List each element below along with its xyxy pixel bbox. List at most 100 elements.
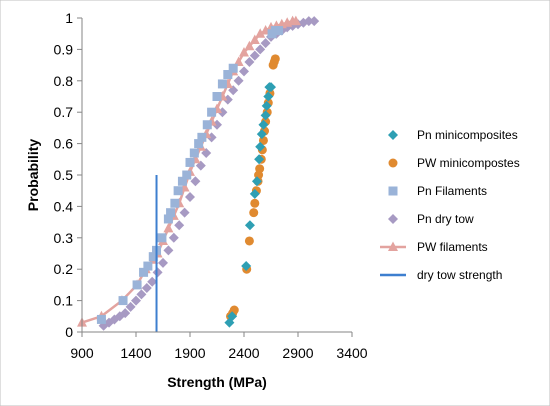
data-point	[258, 119, 269, 130]
data-point	[185, 191, 195, 202]
data-point	[270, 54, 280, 64]
x-tick-label: 1400	[120, 345, 151, 361]
data-point	[251, 176, 262, 187]
x-tick-label: 1900	[174, 345, 205, 361]
data-point	[241, 261, 252, 272]
data-point	[158, 257, 168, 268]
data-point	[249, 208, 259, 218]
data-point	[136, 289, 147, 300]
legend: Pn minicomposites PW minicompostes Pn Fila…	[380, 128, 520, 282]
data-point	[125, 301, 136, 312]
legend-swatch	[388, 214, 398, 224]
y-tick-label: 0	[65, 324, 73, 340]
data-point	[260, 38, 271, 49]
y-tick-label: 0.3	[54, 230, 74, 246]
data-point	[244, 220, 255, 231]
y-tick-label: 0.4	[54, 198, 74, 214]
data-point	[255, 28, 266, 38]
data-point	[233, 56, 244, 66]
data-point	[173, 186, 183, 196]
data-point	[143, 261, 153, 271]
legend-label: Pn dry tow	[417, 212, 474, 226]
data-point	[309, 16, 320, 27]
legend-swatch	[388, 186, 398, 196]
data-point	[163, 222, 174, 233]
legend-item: PW filaments	[380, 240, 488, 254]
data-point	[157, 233, 167, 243]
data-point	[244, 40, 255, 51]
y-tick-label: 0.5	[54, 167, 74, 183]
data-point	[118, 296, 128, 306]
series-pn-dry-tow	[98, 16, 320, 331]
data-point	[207, 107, 217, 117]
y-tick-label: 0.6	[54, 136, 74, 152]
data-point	[168, 232, 179, 243]
data-point	[249, 34, 260, 44]
data-point	[250, 198, 260, 208]
plot-area	[77, 15, 320, 332]
legend-item: Pn Filaments	[388, 184, 487, 198]
data-point	[244, 236, 254, 246]
data-point	[255, 164, 265, 174]
data-point	[190, 176, 201, 187]
data-point	[202, 120, 212, 130]
data-point	[255, 44, 266, 55]
y-axis-title: Probability	[25, 139, 41, 212]
data-point	[290, 15, 301, 26]
data-point	[141, 283, 152, 294]
legend-item: Pn minicomposites	[388, 128, 518, 142]
data-point	[274, 26, 284, 36]
data-point	[152, 267, 163, 278]
data-point	[174, 220, 185, 231]
x-tick-label: 900	[70, 345, 94, 361]
x-axis-title: Strength (MPa)	[167, 374, 267, 390]
x-tick-label: 3400	[336, 345, 367, 361]
data-point	[255, 141, 266, 152]
data-point	[212, 92, 222, 101]
x-tick-label: 2400	[228, 345, 259, 361]
data-point	[228, 63, 238, 73]
data-point	[254, 154, 265, 165]
legend-label: Pn Filaments	[417, 184, 487, 198]
legend-label: PW filaments	[417, 240, 488, 254]
data-point	[194, 139, 204, 149]
y-tick-label: 1	[65, 10, 73, 26]
legend-item: dry tow strength	[380, 268, 502, 282]
data-point	[197, 132, 207, 142]
data-point	[166, 208, 176, 218]
legend-item: Pn dry tow	[388, 212, 474, 226]
y-tick-label: 0.2	[54, 261, 74, 277]
data-point	[179, 207, 190, 218]
y-tick-label: 0.7	[54, 104, 74, 120]
legend-swatch	[388, 158, 398, 168]
y-tick-label: 0.9	[54, 41, 74, 57]
data-point	[217, 79, 227, 89]
series-pn-minicomposites	[224, 82, 276, 328]
data-point	[256, 129, 267, 140]
data-point	[303, 16, 314, 27]
data-point	[139, 267, 149, 277]
data-point	[261, 100, 272, 111]
data-point	[182, 170, 192, 180]
data-point	[223, 70, 233, 80]
data-point	[131, 295, 141, 306]
legend-label: Pn minicomposites	[417, 128, 518, 142]
data-point	[170, 198, 180, 208]
data-point	[177, 176, 187, 186]
data-point	[239, 66, 249, 77]
data-point	[185, 157, 195, 167]
data-point	[227, 311, 238, 322]
data-point	[189, 148, 199, 158]
legend-label: PW minicompostes	[417, 156, 520, 170]
y-tick-label: 0.8	[54, 73, 74, 89]
legend-swatch	[388, 130, 398, 140]
data-point	[249, 188, 260, 199]
data-point	[120, 308, 131, 319]
data-point	[163, 245, 174, 256]
y-tick-label: 0.1	[54, 293, 74, 309]
legend-label: dry tow strength	[417, 268, 502, 282]
data-point	[233, 75, 244, 86]
data-point	[148, 252, 158, 262]
